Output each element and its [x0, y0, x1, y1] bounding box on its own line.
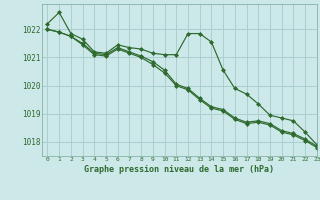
X-axis label: Graphe pression niveau de la mer (hPa): Graphe pression niveau de la mer (hPa): [84, 165, 274, 174]
